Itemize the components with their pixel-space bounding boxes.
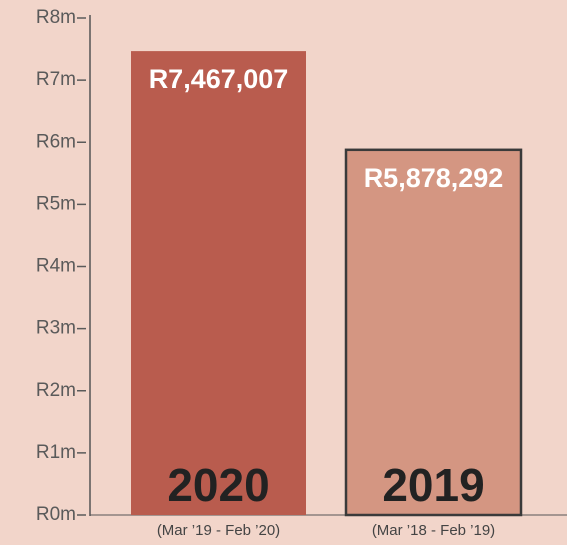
y-tick-label: R4m: [36, 256, 76, 277]
value-label: R5,878,292: [364, 163, 504, 193]
y-tick-label: R8m: [36, 7, 76, 28]
y-tick-label: R1m: [36, 442, 76, 463]
value-label: R7,467,007: [149, 64, 289, 94]
category-label: 2019: [382, 459, 484, 511]
y-tick-label: R0m: [36, 504, 76, 525]
bar: [131, 51, 306, 516]
category-label: 2020: [167, 459, 269, 511]
bar: [344, 148, 523, 517]
period-label: (Mar ’18 - Feb ’19): [372, 522, 495, 539]
y-tick-label: R6m: [36, 131, 76, 152]
y-tick-label: R7m: [36, 69, 76, 90]
y-tick-label: R3m: [36, 318, 76, 339]
period-label: (Mar ’19 - Feb ’20): [157, 522, 280, 539]
y-tick-label: R5m: [36, 193, 76, 214]
y-tick-label: R2m: [36, 380, 76, 401]
